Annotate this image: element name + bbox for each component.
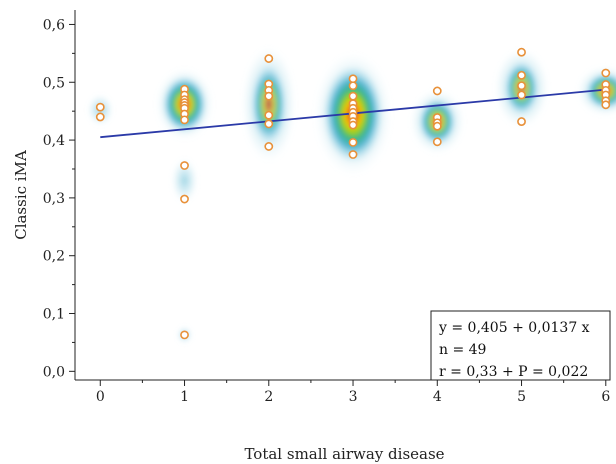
density-layer [86,46,616,345]
x-tick-label-6: 6 [601,389,610,405]
data-point [601,68,611,78]
points-layer [95,47,611,340]
data-point [264,91,274,101]
data-point [180,115,189,125]
data-point [517,117,526,126]
x-tick-label-1: 1 [180,389,189,405]
y-tick-label-0: 0,0 [43,364,65,380]
data-point [517,47,526,57]
data-point [517,81,526,91]
y-tick-label-1: 0,1 [43,307,65,323]
data-point [601,100,611,110]
y-tick-label-4: 0,4 [43,133,65,149]
x-tick-label-5: 5 [517,389,526,405]
x-tick-label-3: 3 [349,389,358,405]
data-point [348,74,358,84]
y-tick-label-5: 0,5 [43,75,65,91]
data-point [348,150,358,159]
y-tick-label-3: 0,3 [43,191,65,207]
data-point [264,142,274,151]
data-point [180,161,189,170]
x-tick-label-2: 2 [264,389,273,405]
y-tick-label-2: 0,2 [43,249,65,265]
x-tick-label-0: 0 [96,389,105,405]
data-point [264,119,274,129]
sample-size: n = 49 [439,342,486,358]
data-point [432,121,442,131]
data-point [264,110,274,120]
data-point [95,102,105,112]
data-point [264,54,274,63]
regression-equation: y = 0,405 + 0,0137 x [438,320,590,336]
x-axis-title: Total small airway disease [244,445,444,463]
data-point [517,90,526,100]
y-axis-title: Classic iMA [12,150,30,240]
y-tick-label-6: 0,6 [43,17,65,33]
data-point [95,112,105,122]
data-point [517,70,526,80]
data-point [432,86,442,96]
data-point [180,194,189,204]
x-tick-label-4: 4 [433,389,442,405]
density-blob-2 [171,157,199,204]
correlation-and-p-value: r = 0,33 + P = 0,022 [439,364,588,380]
data-point [348,91,358,101]
data-point [180,330,189,340]
stats-box-frame [430,310,611,381]
data-point [348,120,358,130]
data-point [432,137,442,147]
axes: 0,0 0,1 0,2 0,3 0,4 0,5 0,6 0 1 2 3 4 5 6 [43,10,610,405]
density-core-4 [251,64,287,145]
data-point [348,137,358,147]
stats-box: y = 0,405 + 0,0137 x n = 49 r = 0,33 + P… [430,310,611,381]
data-point [348,81,358,91]
